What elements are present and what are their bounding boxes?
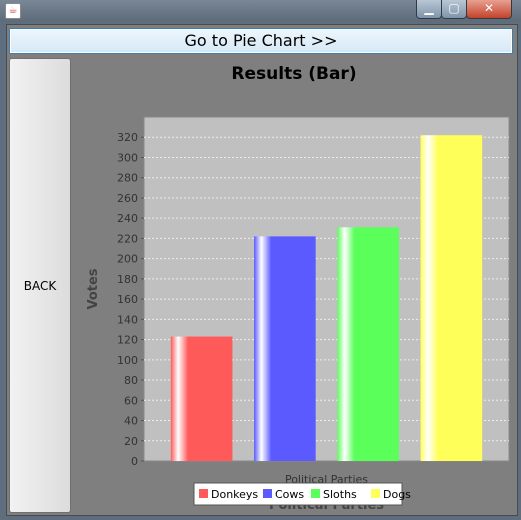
legend-swatch-sloths <box>311 489 320 498</box>
bar-sloths <box>337 227 399 461</box>
y-tick-label: 140 <box>117 313 138 326</box>
y-tick-label: 160 <box>117 293 138 306</box>
y-tick-label: 0 <box>131 455 138 468</box>
bar-dogs <box>420 135 483 461</box>
chart-legend: Donkeys Cows Sloths Dogs <box>193 482 411 506</box>
y-tick-label: 120 <box>117 334 138 347</box>
y-tick-label: 220 <box>117 232 138 245</box>
y-tick-label: 40 <box>124 415 138 428</box>
y-tick-label: 20 <box>124 435 138 448</box>
y-tick-label: 240 <box>117 212 138 225</box>
legend-label-cows: Cows <box>275 488 304 501</box>
legend-label-dogs: Dogs <box>383 488 411 501</box>
legend-swatch-donkeys <box>199 489 208 498</box>
legend-label-sloths: Sloths <box>323 488 357 501</box>
y-tick-label: 80 <box>124 374 138 387</box>
y-tick-label: 100 <box>117 354 138 367</box>
go-to-pie-chart-button[interactable]: Go to Pie Chart >> <box>9 28 513 54</box>
bar-cows <box>254 236 316 461</box>
maximize-icon[interactable]: ▢ <box>441 0 467 19</box>
chart-title: Results (Bar) <box>231 64 356 84</box>
y-tick-label: 200 <box>117 253 138 266</box>
window-title-bar: ☕ ▁ ▢ ✕ <box>0 0 521 22</box>
y-axis-label: Votes <box>86 268 101 309</box>
y-tick-label: 300 <box>117 151 138 164</box>
y-tick-label: 60 <box>124 394 138 407</box>
bar-chart-panel: Results (Bar) 0 20 40 60 80 100 120 140 160 180 20… <box>73 57 515 513</box>
legend-swatch-cows <box>263 489 272 498</box>
back-button[interactable]: BACK <box>9 58 71 513</box>
minimize-icon[interactable]: ▁ <box>416 0 442 19</box>
client-area: Go to Pie Chart >> BACK Results (Bar) 0 2… <box>6 24 518 516</box>
y-tick-label: 280 <box>117 172 138 185</box>
y-tick-label: 320 <box>117 131 138 144</box>
y-tick-label: 180 <box>117 273 138 286</box>
bar-donkeys <box>170 336 233 461</box>
close-icon[interactable]: ✕ <box>466 0 512 19</box>
legend-swatch-dogs <box>371 489 380 498</box>
java-icon: ☕ <box>5 3 21 19</box>
y-tick-label: 260 <box>117 192 138 205</box>
legend-label-donkeys: Donkeys <box>211 488 258 501</box>
bar-chart: Results (Bar) 0 20 40 60 80 100 120 140 160 180 20… <box>86 64 510 513</box>
